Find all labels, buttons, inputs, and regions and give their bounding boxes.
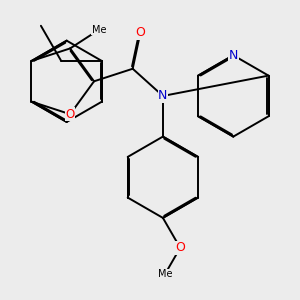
Text: N: N (158, 89, 168, 102)
Text: N: N (229, 49, 238, 62)
Text: O: O (175, 241, 185, 254)
Text: O: O (135, 26, 145, 40)
Text: Me: Me (158, 269, 172, 279)
Text: O: O (65, 108, 75, 121)
Text: Me: Me (92, 25, 106, 34)
